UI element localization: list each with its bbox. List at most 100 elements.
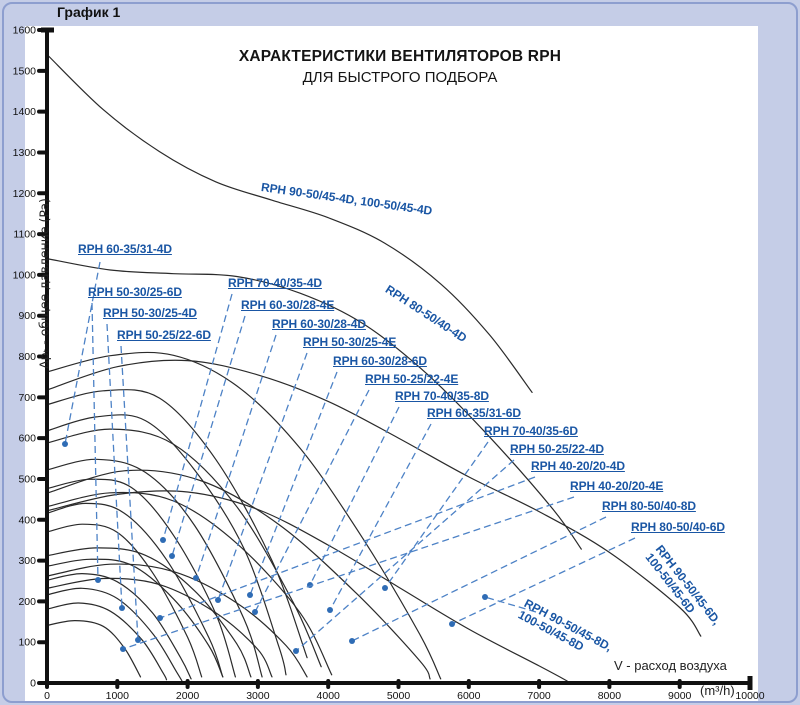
label-leader-line xyxy=(106,323,123,609)
label-leader-line xyxy=(384,441,489,589)
operating-point-dot xyxy=(193,575,199,581)
label-leader-line xyxy=(351,516,607,642)
curve-label: RPH 70-40/35-4D xyxy=(228,276,322,290)
y-tick-label: 1400 xyxy=(13,106,37,118)
y-tick-label: 900 xyxy=(18,310,36,322)
label-leader-line xyxy=(122,496,575,650)
operating-point-dot xyxy=(252,609,258,615)
fan-curve xyxy=(46,547,252,678)
curve-label: RPH 50-25/22-6D xyxy=(117,328,211,342)
curve-label: RPH 50-25/22-4D xyxy=(510,442,604,456)
label-leader-line xyxy=(451,537,636,625)
label-leader-line xyxy=(309,406,400,586)
fan-curve xyxy=(46,572,192,680)
y-tick-label: 700 xyxy=(18,392,36,404)
y-tick-label: 100 xyxy=(18,637,36,649)
label-leader-line xyxy=(329,423,432,611)
x-tick-label: 7000 xyxy=(527,690,551,702)
curve-label: RPH 70-40/35-8D xyxy=(395,389,489,403)
label-leader-line xyxy=(159,476,536,619)
label-leader-line xyxy=(249,371,338,596)
y-tick-label: 1000 xyxy=(13,269,37,281)
x-tick-label: 8000 xyxy=(598,690,622,702)
curve-label: RPH 70-40/35-6D xyxy=(484,424,578,438)
x-tick-label: 0 xyxy=(44,690,50,702)
curve-label: RPH 60-30/28-6D xyxy=(333,354,427,368)
curve-label: RPH 60-30/28-4D xyxy=(272,317,366,331)
label-leader-line xyxy=(91,302,99,581)
y-tick-label: 300 xyxy=(18,555,36,567)
fan-curve xyxy=(46,563,308,678)
label-leader-line xyxy=(195,334,277,579)
operating-point-dot xyxy=(62,441,68,447)
x-tick-label: 9000 xyxy=(668,690,692,702)
label-leader-line xyxy=(295,459,515,652)
chart-title-line1: ХАРАКТЕРИСТИКИ ВЕНТИЛЯТОРОВ RPH xyxy=(238,48,562,65)
fan-curve xyxy=(46,558,224,678)
curve-label: RPH 40-20/20-4D xyxy=(531,459,625,473)
x-tick-label: 6000 xyxy=(457,690,481,702)
operating-point-dot xyxy=(120,646,126,652)
fan-curve xyxy=(46,469,431,680)
fan-curve xyxy=(46,523,203,678)
fan-curve xyxy=(46,490,568,682)
curve-label: RPH 50-30/25-4E xyxy=(303,335,397,349)
y-tick-label: 1600 xyxy=(13,25,37,37)
curve-label: RPH 60-30/28-4E xyxy=(241,298,335,312)
fan-curve xyxy=(46,359,702,637)
y-tick-label: 500 xyxy=(18,473,36,485)
curve-label: RPH 50-30/25-6D xyxy=(88,285,182,299)
curve-label: RPH 80-50/40-8D xyxy=(602,499,696,513)
fan-curve xyxy=(46,351,442,680)
curve-label: RPH 50-30/25-4D xyxy=(103,306,197,320)
curve-label: RPH 60-35/31-6D xyxy=(427,406,521,420)
x-tick-label: 3000 xyxy=(246,690,270,702)
y-tick-label: 1200 xyxy=(13,188,37,200)
operating-point-dot xyxy=(135,637,141,643)
chart-title-line2: ДЛЯ БЫСТРОГО ПОДБОРА xyxy=(302,69,498,86)
operating-point-dot xyxy=(169,553,175,559)
curve-label: RPH 60-35/31-4D xyxy=(78,242,172,256)
operating-point-dot xyxy=(157,615,163,621)
x-tick-label: 10000 xyxy=(735,690,764,702)
operating-point-dot xyxy=(482,594,488,600)
fan-curve xyxy=(46,491,333,676)
label-leader-line xyxy=(254,389,370,613)
curve-label: RPH 40-20/20-4E xyxy=(570,479,664,493)
y-tick-label: 1100 xyxy=(13,229,36,241)
plot-area xyxy=(25,26,758,702)
x-tick-label: 1000 xyxy=(106,690,130,702)
chart-title: ХАРАКТЕРИСТИКИ ВЕНТИЛЯТОРОВ RPH ДЛЯ БЫСТ… xyxy=(180,48,620,86)
operating-point-dot xyxy=(327,607,333,613)
curve-label: RPH 80-50/40-6D xyxy=(631,520,725,534)
operating-point-dot xyxy=(95,577,101,583)
label-leader-line xyxy=(171,315,246,557)
fan-curve xyxy=(46,389,308,659)
operating-point-dot xyxy=(293,648,299,654)
operating-point-dot xyxy=(215,597,221,603)
fan-curve xyxy=(46,587,183,682)
curve-label: RPH 50-25/22-4E xyxy=(365,372,459,386)
y-tick-label: 200 xyxy=(18,596,36,608)
y-tick-label: 400 xyxy=(18,514,36,526)
label-leader-line xyxy=(120,345,139,641)
fan-curve xyxy=(46,577,273,678)
graph-number-label: График 1 xyxy=(57,4,121,20)
operating-point-dot xyxy=(382,585,388,591)
y-tick-label: 800 xyxy=(18,351,36,363)
operating-point-dot xyxy=(119,605,125,611)
x-tick-label: 5000 xyxy=(387,690,411,702)
fan-curve xyxy=(46,414,287,676)
operating-point-dot xyxy=(449,621,455,627)
fan-curve xyxy=(46,502,224,678)
label-leader-line xyxy=(484,596,537,613)
operating-point-dot xyxy=(247,592,253,598)
x-tick-label: 2000 xyxy=(176,690,200,702)
y-tick-label: 0 xyxy=(30,678,36,690)
fan-curve xyxy=(46,478,236,678)
label-leader-line xyxy=(162,293,233,541)
y-axis-label: Δpₜ - общее давление (Pa) xyxy=(36,198,52,369)
x-axis-unit: (m³/h) xyxy=(700,683,735,698)
